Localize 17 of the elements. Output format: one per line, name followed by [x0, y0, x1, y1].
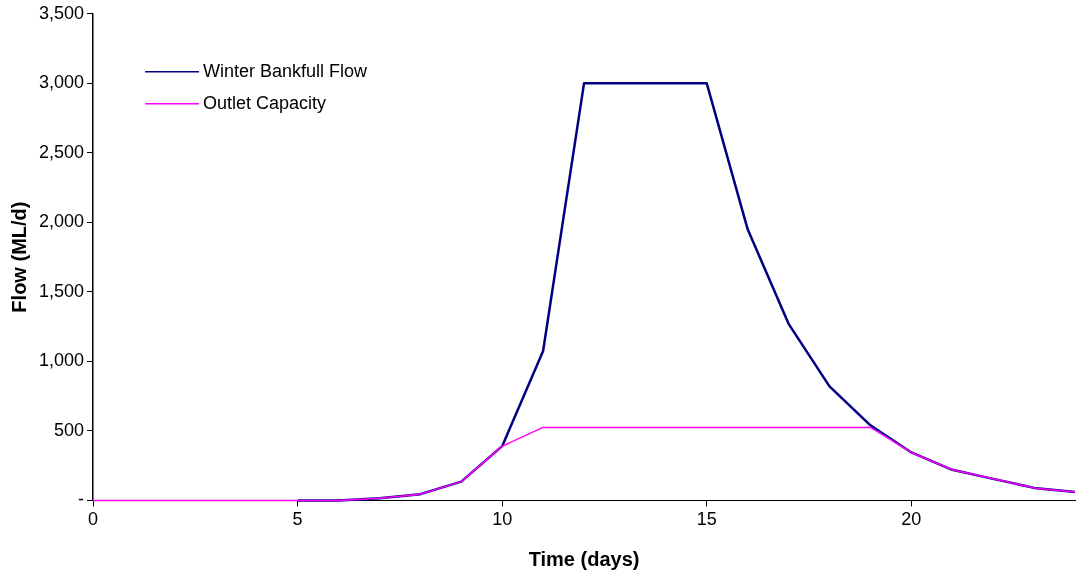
x-axis-title: Time (days)	[528, 547, 640, 570]
x-tick-label: 0	[88, 509, 99, 530]
x-tick-label: 20	[901, 509, 922, 530]
y-tick-label: -	[78, 489, 85, 510]
x-tick-label: 10	[492, 509, 513, 530]
y-tick-label: 2,500	[39, 141, 85, 162]
y-tick-label: 1,500	[39, 280, 85, 301]
legend-label: Winter Bankfull Flow	[203, 60, 369, 81]
y-tick-label: 3,000	[39, 72, 85, 93]
y-tick-label: 500	[54, 419, 85, 440]
y-axis-title: Flow (ML/d)	[7, 201, 30, 313]
x-tick-label: 15	[696, 509, 717, 530]
y-tick-label: 2,000	[39, 211, 85, 232]
y-tick-label: 3,500	[39, 2, 85, 23]
y-tick-label: 1,000	[39, 350, 85, 371]
x-tick-label: 5	[292, 509, 303, 530]
legend-label: Outlet Capacity	[203, 92, 327, 113]
